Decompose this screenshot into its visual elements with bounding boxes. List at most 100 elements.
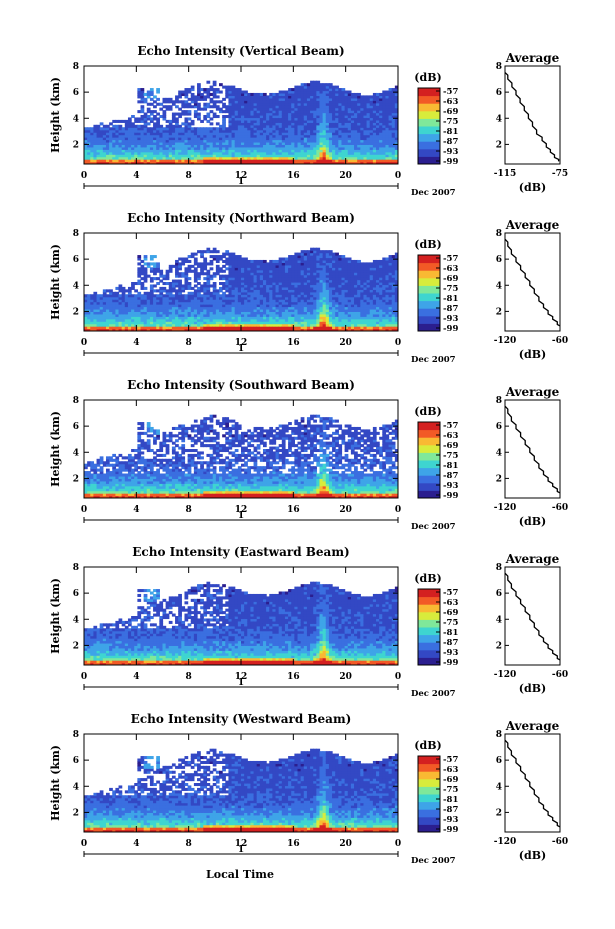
heatmap-cell — [350, 259, 355, 263]
heatmap-cell — [344, 318, 349, 322]
heatmap-cell — [244, 286, 248, 290]
heatmap-cell — [319, 159, 324, 163]
heatmap-cell — [175, 269, 179, 273]
heatmap-cell — [143, 257, 148, 261]
heatmap-cell — [322, 154, 327, 158]
heatmap-cell — [253, 92, 258, 96]
heatmap-cell — [332, 117, 336, 121]
heatmap-cell — [303, 127, 308, 131]
heatmap-cell — [203, 277, 208, 281]
heatmap-cell — [193, 110, 198, 114]
heatmap-cell — [262, 291, 267, 295]
heatmap-cell — [197, 277, 201, 281]
heatmap-cell — [272, 291, 277, 295]
heatmap-cell — [215, 299, 220, 303]
heatmap-cell — [146, 134, 151, 138]
heatmap-cell — [143, 274, 148, 278]
heatmap-cell — [225, 299, 230, 303]
heatmap-cell — [241, 139, 245, 143]
heatmap-cell — [115, 129, 120, 133]
heatmap-cell — [137, 92, 142, 96]
heatmap-cell — [96, 306, 101, 310]
heatmap-cell — [341, 301, 346, 305]
heatmap-cell — [288, 92, 292, 96]
heatmap-cell — [288, 286, 292, 290]
heatmap-cell — [187, 284, 192, 288]
heatmap-cell — [93, 161, 98, 164]
heatmap-cell — [237, 264, 242, 268]
heatmap-cell — [391, 97, 396, 101]
heatmap-cell — [121, 286, 126, 290]
heatmap-cell — [165, 282, 170, 286]
heatmap-cell — [187, 97, 192, 101]
heatmap-cell — [171, 299, 176, 303]
heatmap-cell — [162, 321, 167, 325]
heatmap-cell — [244, 134, 248, 138]
heatmap-cell — [131, 137, 135, 141]
heatmap-cell — [335, 149, 339, 153]
heatmap-cell — [143, 304, 148, 308]
heatmap-cell — [149, 301, 154, 305]
heatmap-cell — [272, 141, 277, 145]
heatmap-cell — [363, 124, 368, 128]
heatmap-cell — [184, 277, 189, 281]
heatmap-cell — [328, 88, 333, 92]
heatmap-cell — [310, 316, 314, 320]
heatmap-cell — [187, 88, 192, 92]
heatmap-cell — [162, 112, 167, 116]
heatmap-cell — [278, 95, 283, 99]
heatmap-cell — [121, 299, 126, 303]
heatmap-cell — [297, 95, 302, 99]
heatmap-cell — [313, 328, 317, 331]
heatmap-cell — [102, 301, 107, 305]
heatmap-cell — [193, 279, 198, 283]
heatmap-cell — [187, 313, 192, 317]
heatmap-cell — [153, 154, 157, 158]
heatmap-cell — [109, 156, 113, 160]
heatmap-cell — [197, 301, 201, 305]
heatmap-cell — [124, 161, 129, 164]
heatmap-cell — [379, 105, 383, 109]
heatmap-cell — [153, 161, 157, 164]
heatmap-cell — [99, 159, 104, 163]
heatmap-cell — [203, 250, 208, 254]
heatmap-cell — [347, 115, 352, 119]
heatmap-cell — [165, 105, 170, 109]
heatmap-cell — [313, 105, 317, 109]
heatmap-cell — [131, 316, 135, 320]
heatmap-cell — [328, 279, 333, 283]
heatmap-cell — [137, 291, 142, 295]
heatmap-cell — [281, 299, 286, 303]
heatmap-cell — [178, 321, 182, 325]
heatmap-cell — [190, 286, 195, 290]
heatmap-cell — [262, 318, 267, 322]
heatmap-cell — [234, 129, 239, 133]
heatmap-cell — [303, 279, 308, 283]
heatmap-cell — [269, 102, 273, 106]
heatmap-cell — [300, 124, 305, 128]
heatmap-cell — [281, 151, 286, 155]
heatmap-cell — [215, 306, 220, 310]
heatmap-cell — [237, 100, 242, 104]
heatmap-cell — [332, 264, 336, 268]
heatmap-cell — [156, 326, 160, 330]
heatmap-cell — [222, 102, 226, 106]
heatmap-cell — [344, 267, 349, 271]
heatmap-cell — [300, 308, 305, 312]
heatmap-cell — [171, 294, 176, 298]
heatmap-cell — [306, 127, 311, 131]
heatmap-cell — [300, 90, 305, 94]
heatmap-cell — [288, 97, 292, 101]
heatmap-cell — [332, 156, 336, 160]
heatmap-cell — [143, 146, 148, 150]
heatmap-cell — [231, 144, 236, 148]
heatmap-cell — [90, 328, 95, 331]
heatmap-cell — [200, 156, 204, 160]
heatmap-cell — [325, 279, 330, 283]
heatmap-cell — [376, 92, 380, 96]
heatmap-cell — [291, 146, 295, 150]
heatmap-cell — [247, 279, 252, 283]
heatmap-cell — [341, 156, 346, 160]
heatmap-cell — [143, 306, 148, 310]
heatmap-cell — [231, 291, 236, 295]
